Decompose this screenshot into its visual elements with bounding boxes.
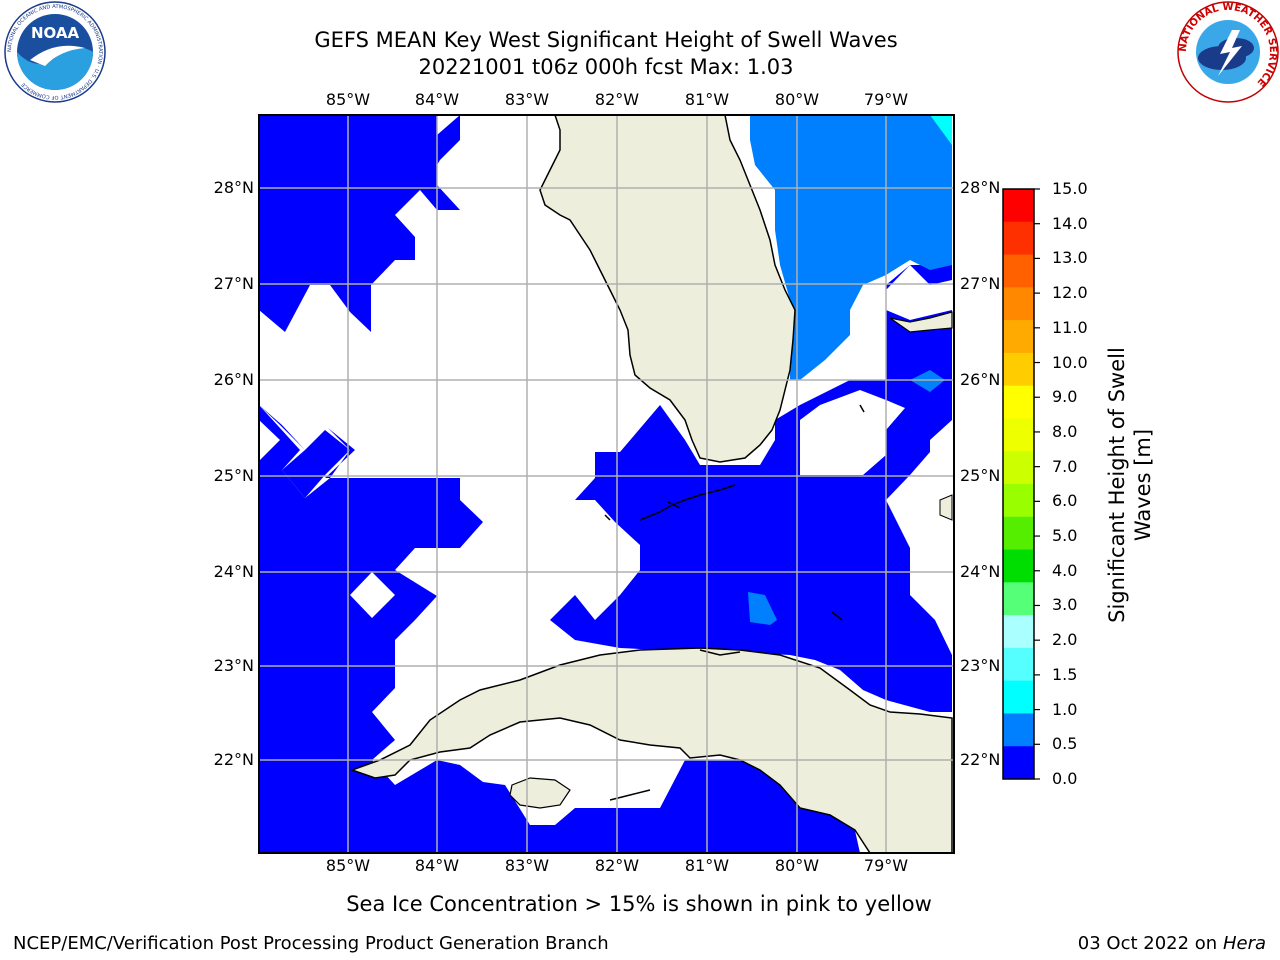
colorbar-segment [1003, 221, 1034, 256]
colorbar-segment [1003, 254, 1034, 288]
colorbar-segment [1003, 713, 1034, 747]
colorbar-tick-label: 4.0 [1052, 560, 1078, 580]
lon-label-bottom-80w: 80°W [774, 856, 820, 875]
colorbar-tick-label: 10.0 [1052, 352, 1088, 372]
colorbar-label-line2: Waves [m] [1131, 428, 1155, 542]
colorbar-segment [1003, 352, 1034, 387]
lat-label-right-26n: 26°N [960, 370, 1001, 389]
chart-title-line1: GEFS MEAN Key West Significant Height of… [314, 28, 898, 52]
lon-label-bottom-83w: 83°W [504, 856, 550, 875]
lon-label-top-80w: 80°W [774, 90, 820, 109]
colorbar-tick-label: 2.0 [1052, 630, 1078, 650]
lat-label-right-24n: 24°N [960, 562, 1001, 581]
colorbar-segment [1003, 549, 1034, 583]
lon-label-top-81w: 81°W [684, 90, 730, 109]
lat-label-right-22n: 22°N [960, 750, 1001, 769]
footer-right: 03 Oct 2022 on Hera [1078, 934, 1266, 954]
swell-region-0.5-1.0 [748, 115, 952, 625]
lat-label-left-25n: 25°N [213, 466, 254, 485]
footer-date: 03 Oct 2022 on [1077, 933, 1223, 954]
colorbar-tick-label: 0.5 [1052, 734, 1078, 754]
colorbar-segment [1003, 484, 1034, 518]
colorbar-segment [1003, 680, 1034, 714]
lat-label-left-27n: 27°N [213, 274, 254, 293]
colorbar-tick-label: 14.0 [1052, 213, 1088, 233]
lat-label-right-25n: 25°N [960, 466, 1001, 485]
land-cuba [349, 647, 953, 853]
lat-label-right-28n: 28°N [960, 178, 1001, 197]
colorbar-label-line1: Significant Height of Swell [1105, 347, 1129, 623]
chart-title-line2: 20221001 t06z 000h fcst Max: 1.03 [418, 55, 794, 79]
colorbar-segment [1003, 385, 1034, 419]
lon-label-bottom-79w: 79°W [863, 856, 909, 875]
colorbar-segment [1003, 516, 1034, 551]
colorbar-tick-label: 7.0 [1052, 456, 1078, 476]
map-frame [258, 114, 955, 854]
colorbar-segment [1003, 746, 1034, 780]
colorbar-segment [1003, 418, 1034, 452]
colorbar-segment [1003, 189, 1034, 223]
lat-label-left-26n: 26°N [213, 370, 254, 389]
colorbar-tick-label: 8.0 [1052, 421, 1078, 441]
colorbar-tick-label: 13.0 [1052, 248, 1088, 268]
colorbar-tick-label: 6.0 [1052, 491, 1078, 511]
colorbar-tick-label: 0.0 [1052, 769, 1078, 788]
colorbar [1002, 188, 1040, 780]
colorbar-tick-label: 1.0 [1052, 699, 1078, 719]
colorbar-segment [1003, 320, 1034, 354]
colorbar-segment [1003, 451, 1034, 485]
lat-label-right-27n: 27°N [960, 274, 1001, 293]
lon-label-bottom-81w: 81°W [684, 856, 730, 875]
colorbar-tick-label: 15.0 [1052, 179, 1088, 198]
lat-label-left-23n: 23°N [213, 656, 254, 675]
colorbar-label: Significant Height of Swell Waves [m] [1104, 325, 1156, 645]
colorbar-tick-label: 12.0 [1052, 283, 1088, 303]
land-florida [539, 115, 796, 463]
colorbar-segment [1003, 615, 1034, 649]
land-isla-de-la-juventud [509, 777, 571, 809]
lon-label-bottom-85w: 85°W [325, 856, 371, 875]
noaa-logo-text: NOAA [31, 24, 80, 42]
lon-label-top-84w: 84°W [414, 90, 460, 109]
lon-label-top-85w: 85°W [325, 90, 371, 109]
colorbar-tick-label: 1.5 [1052, 664, 1078, 684]
graticule [259, 115, 954, 853]
lat-label-left-24n: 24°N [213, 562, 254, 581]
colorbar-tick-label: 11.0 [1052, 317, 1088, 337]
colorbar-segment [1003, 647, 1034, 682]
footer-left: NCEP/EMC/Verification Post Processing Pr… [13, 933, 609, 954]
lon-label-top-82w: 82°W [594, 90, 640, 109]
lat-label-left-22n: 22°N [213, 750, 254, 769]
no-data-holes [259, 265, 952, 618]
nws-logo: NATIONAL WEATHER SERVICE [1177, 1, 1279, 103]
land-andros [939, 494, 953, 521]
colorbar-segment [1003, 287, 1034, 321]
sea-ice-note: Sea Ice Concentration > 15% is shown in … [346, 892, 932, 916]
colorbar-tick-label: 9.0 [1052, 387, 1078, 407]
lon-label-bottom-82w: 82°W [594, 856, 640, 875]
lat-label-left-28n: 28°N [213, 178, 254, 197]
noaa-logo: NOAA NATIONAL OCEANIC AND ATMOSPHERIC AD… [4, 1, 106, 103]
lat-label-right-23n: 23°N [960, 656, 1001, 675]
lon-label-top-83w: 83°W [504, 90, 550, 109]
colorbar-tick-label: 5.0 [1052, 526, 1078, 546]
lon-label-bottom-84w: 84°W [414, 856, 460, 875]
colorbar-segment [1003, 582, 1034, 616]
lon-label-top-79w: 79°W [863, 90, 909, 109]
colorbar-tick-label: 3.0 [1052, 595, 1078, 615]
footer-machine: Hera [1222, 933, 1266, 954]
land-bahamas [889, 311, 953, 333]
swell-region-1.0-1.5 [930, 115, 952, 145]
